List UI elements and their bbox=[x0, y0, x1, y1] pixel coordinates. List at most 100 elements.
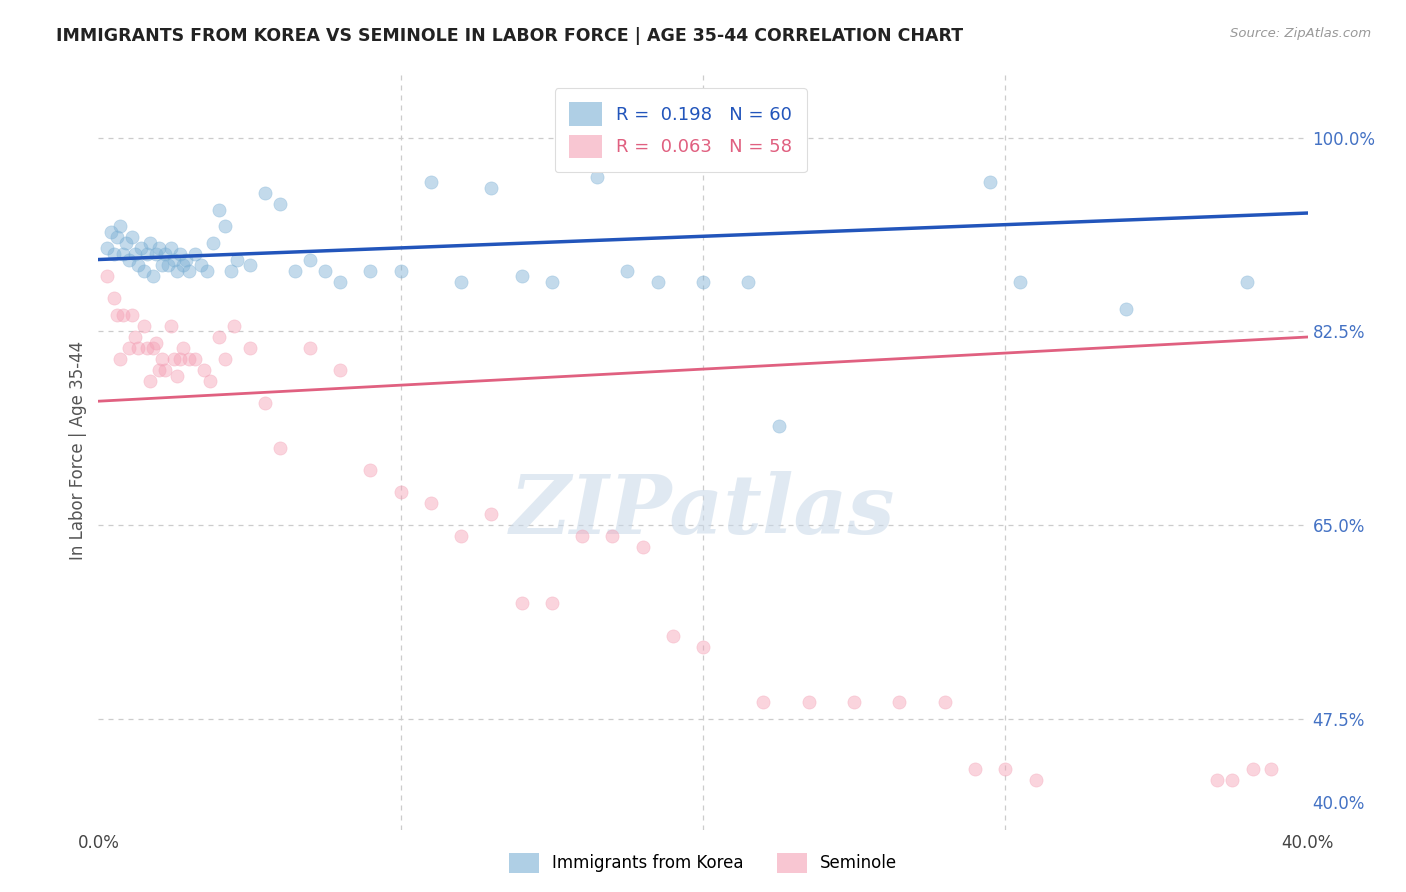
Point bbox=[1115, 302, 1137, 317]
Point bbox=[214, 219, 236, 234]
Point bbox=[1024, 772, 1046, 787]
Point bbox=[510, 596, 533, 610]
Point bbox=[1236, 275, 1258, 289]
Point bbox=[184, 247, 207, 261]
Point bbox=[389, 485, 412, 500]
Point bbox=[169, 352, 191, 367]
Point bbox=[166, 368, 188, 383]
Point bbox=[768, 418, 790, 433]
Point bbox=[420, 496, 443, 510]
Point bbox=[100, 225, 122, 239]
Point bbox=[360, 263, 382, 277]
Point bbox=[172, 258, 194, 272]
Point bbox=[105, 308, 128, 322]
Point bbox=[208, 202, 231, 217]
Point bbox=[103, 247, 125, 261]
Point bbox=[163, 252, 186, 267]
Point bbox=[692, 640, 714, 654]
Point bbox=[195, 263, 218, 277]
Point bbox=[153, 247, 176, 261]
Point bbox=[934, 695, 956, 709]
Point bbox=[142, 269, 165, 284]
Point bbox=[253, 186, 276, 200]
Point bbox=[105, 230, 128, 244]
Point bbox=[329, 363, 352, 377]
Point bbox=[481, 507, 503, 521]
Point bbox=[1260, 762, 1282, 776]
Point bbox=[360, 463, 382, 477]
Point bbox=[150, 258, 173, 272]
Point bbox=[269, 441, 291, 455]
Point bbox=[127, 258, 149, 272]
Point bbox=[139, 235, 162, 250]
Point bbox=[450, 529, 472, 543]
Point bbox=[190, 258, 212, 272]
Point bbox=[96, 269, 118, 284]
Text: ZIPatlas: ZIPatlas bbox=[510, 471, 896, 551]
Point bbox=[166, 263, 188, 277]
Point bbox=[111, 247, 134, 261]
Point bbox=[139, 374, 162, 388]
Point bbox=[160, 242, 183, 256]
Point bbox=[299, 341, 322, 355]
Point bbox=[148, 242, 170, 256]
Legend: Immigrants from Korea, Seminole: Immigrants from Korea, Seminole bbox=[502, 847, 904, 880]
Point bbox=[221, 263, 243, 277]
Point bbox=[124, 247, 146, 261]
Point bbox=[150, 352, 173, 367]
Y-axis label: In Labor Force | Age 35-44: In Labor Force | Age 35-44 bbox=[69, 341, 87, 560]
Point bbox=[692, 275, 714, 289]
Point bbox=[184, 352, 207, 367]
Point bbox=[965, 762, 987, 776]
Point bbox=[172, 341, 194, 355]
Point bbox=[179, 263, 201, 277]
Point bbox=[156, 258, 179, 272]
Legend: R =  0.198   N = 60, R =  0.063   N = 58: R = 0.198 N = 60, R = 0.063 N = 58 bbox=[555, 88, 807, 172]
Point bbox=[1220, 772, 1243, 787]
Point bbox=[661, 629, 683, 643]
Point bbox=[602, 529, 624, 543]
Point bbox=[979, 175, 1001, 189]
Point bbox=[214, 352, 236, 367]
Point bbox=[169, 247, 191, 261]
Point bbox=[269, 197, 291, 211]
Point bbox=[420, 175, 443, 189]
Point bbox=[284, 263, 307, 277]
Point bbox=[752, 695, 775, 709]
Point bbox=[299, 252, 322, 267]
Point bbox=[1010, 275, 1032, 289]
Point bbox=[208, 330, 231, 344]
Point bbox=[450, 275, 472, 289]
Point bbox=[510, 269, 533, 284]
Point bbox=[179, 352, 201, 367]
Point bbox=[153, 363, 176, 377]
Point bbox=[1206, 772, 1229, 787]
Point bbox=[889, 695, 911, 709]
Point bbox=[389, 263, 412, 277]
Point bbox=[193, 363, 215, 377]
Point bbox=[118, 341, 141, 355]
Point bbox=[145, 247, 167, 261]
Point bbox=[253, 396, 276, 410]
Point bbox=[132, 263, 155, 277]
Point bbox=[994, 762, 1017, 776]
Point bbox=[797, 695, 820, 709]
Point bbox=[224, 318, 246, 333]
Point bbox=[135, 247, 157, 261]
Point bbox=[174, 252, 197, 267]
Point bbox=[202, 235, 225, 250]
Point bbox=[647, 275, 669, 289]
Point bbox=[329, 275, 352, 289]
Point bbox=[481, 180, 503, 194]
Point bbox=[616, 263, 638, 277]
Point bbox=[540, 275, 562, 289]
Point bbox=[586, 169, 609, 184]
Point bbox=[114, 235, 136, 250]
Point bbox=[142, 341, 165, 355]
Point bbox=[127, 341, 149, 355]
Point bbox=[118, 252, 141, 267]
Point bbox=[124, 330, 146, 344]
Point bbox=[145, 335, 167, 350]
Point bbox=[540, 596, 562, 610]
Point bbox=[108, 219, 131, 234]
